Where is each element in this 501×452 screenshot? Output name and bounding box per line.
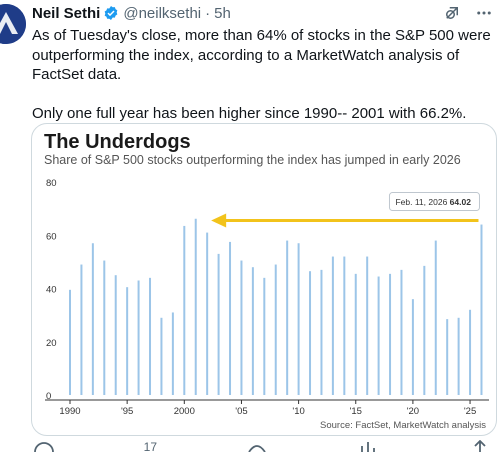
grok-icon[interactable]: [443, 4, 461, 22]
chart-subtitle: Share of S&P 500 stocks outperforming th…: [44, 153, 461, 167]
y-tick-label: 40: [46, 285, 57, 296]
x-tick-label: '20: [407, 406, 419, 417]
y-tick-label: 20: [46, 338, 57, 349]
bar-2010: [297, 243, 300, 395]
bar-2022: [434, 240, 437, 395]
chart-title: The Underdogs: [44, 131, 191, 153]
x-tick-label: '25: [464, 406, 476, 417]
separator-dot: ·: [205, 4, 211, 22]
bar-2013: [331, 256, 334, 395]
reply-icon[interactable]: [32, 440, 56, 452]
bar-2009: [286, 240, 289, 395]
callout-date: Feb. 11, 2026: [395, 197, 449, 207]
x-tick-label: 2000: [174, 406, 195, 417]
bar-2011: [309, 271, 312, 395]
share-icon[interactable]: [468, 440, 492, 452]
x-tick-label: '95: [121, 406, 133, 417]
bar-2020: [411, 299, 414, 395]
bar-2004: [229, 241, 232, 395]
x-tick-label: '10: [292, 406, 304, 417]
y-tick-label: 0: [46, 391, 51, 402]
bar-1999: [171, 312, 174, 395]
bar-1993: [103, 260, 106, 395]
bar-2000: [183, 225, 186, 395]
callout-value: 64.02: [450, 197, 472, 207]
y-tick-label: 80: [46, 178, 57, 189]
bar-1992: [91, 243, 94, 395]
bar-2023: [446, 319, 449, 395]
bar-2021: [423, 265, 426, 395]
like-icon[interactable]: [245, 440, 269, 452]
bar-1994: [114, 275, 117, 395]
retweet-count[interactable]: 17: [143, 440, 158, 452]
chart-svg: The Underdogs Share of S&P 500 stocks ou…: [44, 131, 489, 431]
chart-source: Source: FactSet, MarketWatch analysis: [320, 420, 486, 431]
bar-2015: [354, 273, 357, 395]
callout-box: [388, 192, 480, 212]
more-options-icon[interactable]: [475, 4, 493, 22]
bar-1995: [126, 287, 129, 395]
bar-2026: [480, 224, 483, 395]
bar-2017: [377, 276, 380, 395]
media-card[interactable]: The Underdogs Share of S&P 500 stocks ou…: [31, 123, 497, 436]
avatar[interactable]: [0, 4, 26, 44]
x-tick-label: '15: [350, 406, 362, 417]
x-tick-label: 1990: [59, 406, 80, 417]
bar-2002: [206, 232, 209, 395]
tweet-header: Neil Sethi @neilksethi · 5h: [32, 4, 493, 22]
bar-2019: [400, 269, 403, 395]
bar-2007: [263, 277, 266, 395]
tweet-time[interactable]: 5h: [214, 4, 231, 22]
bar-1997: [149, 277, 152, 395]
bar-2005: [240, 260, 243, 395]
bar-2014: [343, 256, 346, 395]
bar-1991: [80, 264, 83, 395]
avatar-logo-icon: [0, 4, 26, 44]
author-name[interactable]: Neil Sethi: [32, 4, 101, 22]
action-bar: 17: [32, 440, 492, 452]
bar-2008: [274, 264, 277, 395]
tweet-text-paragraph-1: As of Tuesday's close, more than 64% of …: [32, 27, 491, 83]
bar-2001: [194, 218, 197, 395]
y-tick-label: 60: [46, 231, 57, 242]
views-icon[interactable]: [356, 440, 380, 452]
bar-2012: [320, 269, 323, 395]
arrow-head: [211, 213, 227, 228]
bar-2016: [366, 256, 369, 395]
x-tick-label: '05: [235, 406, 247, 417]
bar-2003: [217, 253, 220, 395]
bar-2018: [389, 273, 392, 395]
verified-badge-icon: [105, 6, 118, 20]
bar-1996: [137, 280, 140, 395]
tweet-text: As of Tuesday's close, more than 64% of …: [32, 26, 494, 124]
bar-2025: [469, 309, 472, 395]
bar-1998: [160, 317, 163, 395]
bar-1990: [69, 289, 71, 395]
tweet-text-paragraph-2: Only one full year has been higher since…: [32, 105, 467, 122]
bar-2024: [457, 317, 460, 395]
callout-text: Feb. 11, 2026 64.02: [395, 197, 471, 207]
author-handle[interactable]: @neilksethi: [123, 4, 202, 22]
bar-2006: [251, 267, 254, 395]
